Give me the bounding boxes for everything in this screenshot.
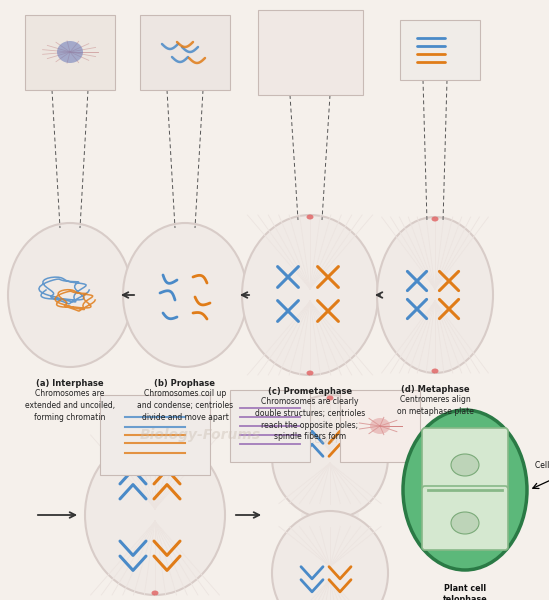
Ellipse shape	[123, 223, 247, 367]
Ellipse shape	[152, 590, 159, 595]
Ellipse shape	[306, 370, 313, 376]
Ellipse shape	[57, 41, 83, 63]
Text: Chromosomes coil up
and condense; centrioles
divide and move apart: Chromosomes coil up and condense; centri…	[137, 389, 233, 422]
Ellipse shape	[301, 504, 359, 526]
FancyBboxPatch shape	[400, 20, 480, 80]
Text: (d) Metaphase: (d) Metaphase	[401, 385, 469, 394]
Ellipse shape	[306, 214, 313, 220]
Ellipse shape	[451, 454, 479, 476]
FancyBboxPatch shape	[422, 428, 508, 492]
Ellipse shape	[432, 217, 439, 221]
Text: .com: .com	[311, 435, 339, 445]
FancyBboxPatch shape	[140, 15, 230, 90]
Text: (c) Prometaphase: (c) Prometaphase	[268, 387, 352, 396]
Ellipse shape	[432, 368, 439, 373]
FancyBboxPatch shape	[100, 395, 210, 475]
Ellipse shape	[272, 511, 388, 600]
Text: Chromosomes are clearly
double structures; centrioles
reach the opposite poles;
: Chromosomes are clearly double structure…	[255, 397, 365, 442]
Text: Chromosomes are
extended and uncoiled,
forming chromatin: Chromosomes are extended and uncoiled, f…	[25, 389, 115, 422]
Ellipse shape	[327, 395, 333, 401]
Ellipse shape	[242, 215, 378, 375]
Text: Centromeres align
on metaphase plate: Centromeres align on metaphase plate	[396, 395, 473, 416]
Ellipse shape	[451, 512, 479, 534]
Ellipse shape	[403, 410, 527, 570]
Text: (b) Prophase: (b) Prophase	[154, 379, 216, 388]
Text: Cell plate: Cell plate	[535, 461, 549, 469]
Text: Plant cell
telophase: Plant cell telophase	[442, 584, 488, 600]
Text: (a) Interphase: (a) Interphase	[36, 379, 104, 388]
FancyBboxPatch shape	[25, 15, 115, 90]
FancyBboxPatch shape	[340, 390, 420, 462]
Ellipse shape	[272, 395, 388, 519]
Ellipse shape	[377, 217, 493, 373]
Text: Biology-Forums: Biology-Forums	[139, 428, 261, 442]
FancyBboxPatch shape	[258, 10, 363, 95]
FancyBboxPatch shape	[230, 390, 310, 462]
Ellipse shape	[8, 223, 132, 367]
Ellipse shape	[370, 418, 390, 434]
FancyBboxPatch shape	[422, 486, 508, 550]
Ellipse shape	[152, 434, 159, 439]
Ellipse shape	[85, 435, 225, 595]
